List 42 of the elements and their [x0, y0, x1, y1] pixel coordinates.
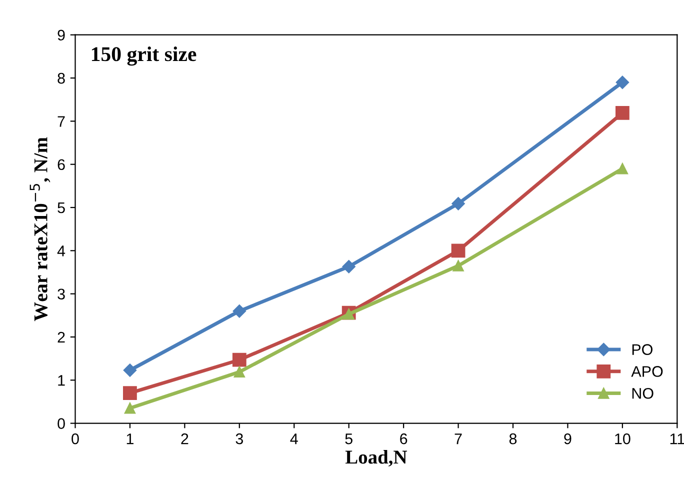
y-axis-title: Wear rateX10$^{−5}$, N/m — [30, 137, 50, 322]
y-tick-label: 4 — [57, 246, 66, 256]
x-tick-label: 2 — [181, 433, 188, 444]
point — [234, 366, 245, 378]
point — [232, 352, 246, 367]
x-tick-label: 5 — [345, 434, 352, 444]
y-tick-label: 9 — [58, 30, 65, 41]
legend-label: APO — [631, 366, 663, 377]
annotation: 150 grit size — [92, 46, 196, 66]
point — [342, 260, 356, 274]
x-tick-label: 4 — [290, 434, 298, 444]
point — [452, 197, 465, 210]
point — [452, 260, 464, 272]
y-tick-label: 2 — [58, 332, 65, 343]
x-tick-label: 7 — [454, 434, 462, 444]
point — [123, 386, 137, 400]
point — [451, 244, 466, 258]
point — [124, 402, 136, 414]
point — [615, 106, 630, 120]
y-tick-label: 1 — [58, 375, 65, 386]
y-tick-label: 6 — [58, 159, 65, 170]
x-tick-label: 10 — [615, 433, 630, 444]
point — [616, 76, 630, 89]
x-tick-label: 8 — [509, 433, 517, 444]
x-tick-label: 0 — [72, 433, 79, 444]
x-tick-label: 9 — [564, 433, 572, 444]
point — [616, 163, 628, 174]
y-tick-label: 3 — [58, 288, 65, 300]
legend-label: NO — [632, 388, 654, 399]
x-tick-label: 11 — [670, 434, 684, 444]
point — [343, 308, 354, 320]
point — [123, 364, 137, 377]
point — [232, 304, 246, 318]
y-tick-label: 8 — [58, 72, 65, 84]
legend-label: PO — [632, 344, 652, 355]
y-tick-label: 5 — [58, 202, 65, 214]
y-tick-label: 7 — [58, 116, 65, 127]
x-tick-label: 1 — [126, 434, 134, 444]
x-tick-label: 3 — [236, 433, 243, 444]
x-axis-title: Load,N — [345, 450, 408, 467]
x-tick-label: 6 — [400, 433, 408, 444]
y-tick-label: 0 — [58, 418, 65, 429]
